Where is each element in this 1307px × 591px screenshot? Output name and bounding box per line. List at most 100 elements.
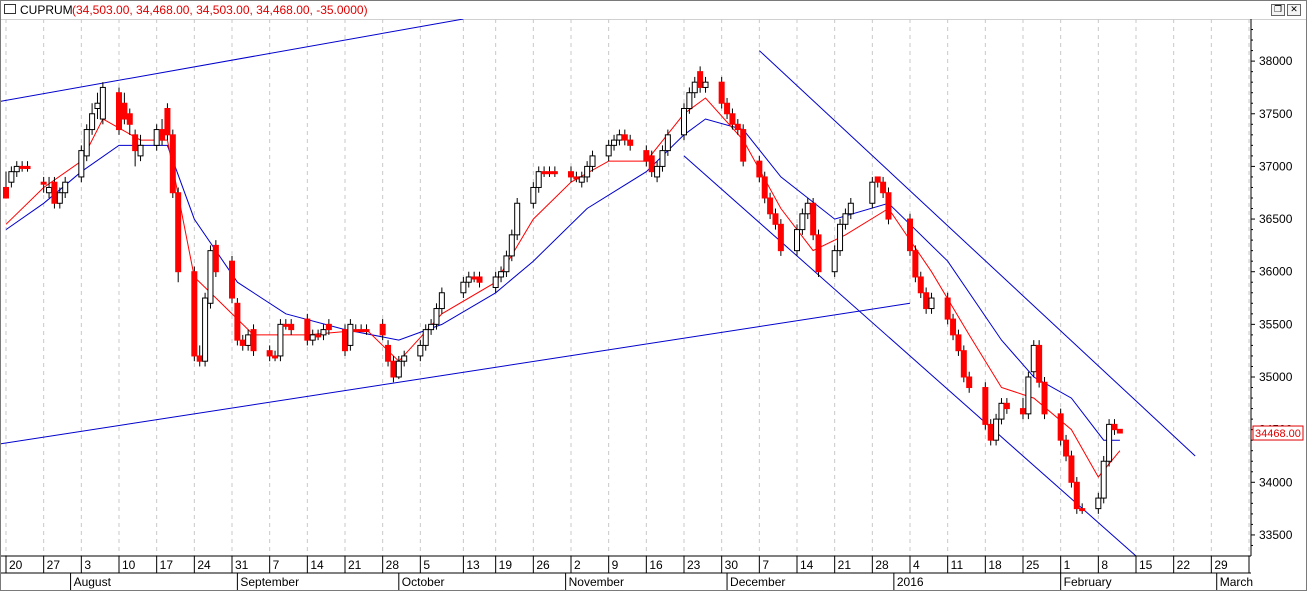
candle-body — [342, 329, 348, 352]
candle-body — [422, 329, 429, 346]
date-tick-label: 25 — [1026, 558, 1040, 572]
candle-body — [804, 202, 811, 215]
candle-body — [1063, 439, 1070, 457]
candle-body — [3, 186, 9, 199]
candle-body — [955, 334, 962, 352]
candle-body — [51, 181, 58, 204]
candle-body — [126, 113, 133, 125]
candle-body — [13, 165, 20, 173]
date-tick-label: 26 — [536, 558, 550, 572]
candle-body — [611, 139, 618, 146]
candle-body — [794, 229, 800, 252]
candle-body — [229, 260, 235, 299]
candle-body — [266, 350, 273, 357]
date-tick-label: 19 — [499, 558, 513, 572]
candle-body — [1057, 413, 1064, 441]
candle-body — [944, 297, 951, 320]
candle-body — [288, 323, 295, 331]
candle-body — [869, 181, 876, 204]
candle-body — [654, 165, 661, 178]
candle-body — [740, 129, 747, 162]
candle-body — [325, 323, 332, 331]
candle-body — [56, 192, 63, 204]
candle-body — [993, 418, 1000, 441]
candle-body — [137, 144, 144, 157]
date-tick-label: 11 — [951, 558, 964, 572]
month-label: March — [1220, 575, 1253, 589]
date-tick-label: 20 — [9, 558, 23, 572]
candle-body — [46, 186, 53, 194]
candle-body — [551, 171, 558, 175]
candle-body — [476, 276, 483, 283]
candle-body — [874, 176, 881, 183]
candle-body — [164, 108, 171, 136]
month-label: August — [74, 575, 112, 589]
candle-body — [541, 171, 548, 175]
candle-body — [207, 250, 214, 304]
candle-body — [880, 181, 887, 194]
candle-body — [842, 213, 849, 225]
candle-body — [982, 387, 989, 425]
price-tick-label: 36500 — [1259, 212, 1293, 226]
candle-body — [304, 318, 311, 341]
candle-body — [1095, 497, 1102, 510]
candle-body — [627, 139, 634, 146]
time-axis: 20 27 3 10 17 24 31 7 14 21 28 5 13 19 26 2 9 16 23 30 7 14 21… — [1, 555, 1253, 590]
date-tick-label: 7 — [762, 558, 769, 572]
candle-body — [89, 113, 96, 131]
month-label: December — [730, 575, 785, 589]
candle-body — [546, 171, 553, 175]
candle-body — [471, 276, 478, 280]
price-tick-label: 34000 — [1259, 475, 1293, 489]
price-tick-label: 33500 — [1259, 528, 1293, 542]
candle-body — [358, 329, 365, 333]
date-tick-label: 2 — [574, 558, 581, 572]
candle-body — [578, 176, 585, 183]
candle-body — [1068, 455, 1075, 483]
candle-body — [1020, 408, 1026, 415]
candle-body — [917, 276, 924, 294]
date-tick-label: 21 — [348, 558, 362, 572]
candle-body — [320, 329, 327, 336]
month-label: October — [402, 575, 445, 589]
date-tick-label: 8 — [1101, 558, 1108, 572]
price-chart[interactable]: 3350034000345003500035500360003650037000… — [1, 19, 1306, 590]
candle-body — [1025, 376, 1032, 415]
candle-body — [659, 150, 666, 167]
candle-body — [239, 339, 246, 346]
candle-body — [234, 302, 241, 341]
candle-body — [347, 323, 354, 346]
candle-body — [1106, 423, 1113, 462]
candle-body — [847, 202, 854, 215]
date-tick-label: 14 — [310, 558, 324, 572]
candle-body — [352, 329, 359, 333]
candle-body — [99, 86, 106, 120]
candle-body — [24, 165, 31, 170]
moving-average-slow — [5, 118, 1120, 441]
price-tick-label: 36000 — [1259, 265, 1293, 279]
candle-body — [1111, 423, 1118, 431]
candle-body — [772, 213, 779, 225]
candle-body — [169, 134, 176, 194]
date-tick-label: 22 — [1177, 558, 1191, 572]
symbol-name: CUPRUM — [20, 3, 73, 17]
candle-body — [1116, 428, 1123, 434]
restore-button[interactable]: ❐ — [1271, 4, 1285, 16]
candle-body — [950, 318, 957, 336]
candle-body — [132, 134, 139, 152]
candle-body — [277, 323, 284, 357]
candle-body — [159, 129, 166, 141]
candle-body — [686, 92, 693, 109]
candle-body — [568, 171, 574, 178]
date-tick-label: 4 — [913, 558, 920, 572]
candle-body — [987, 423, 994, 441]
candle-body — [465, 276, 472, 283]
price-axis: 3350034000345003500035500360003650037000… — [1250, 19, 1304, 556]
last-price-label: 34468.00 — [1255, 428, 1301, 440]
candle-body — [272, 355, 279, 359]
candle-body — [40, 181, 47, 185]
month-label: September — [240, 575, 299, 589]
candle-body — [1036, 344, 1043, 383]
date-tick-label: 1 — [1064, 558, 1071, 572]
close-button[interactable]: ✕ — [1287, 4, 1301, 16]
